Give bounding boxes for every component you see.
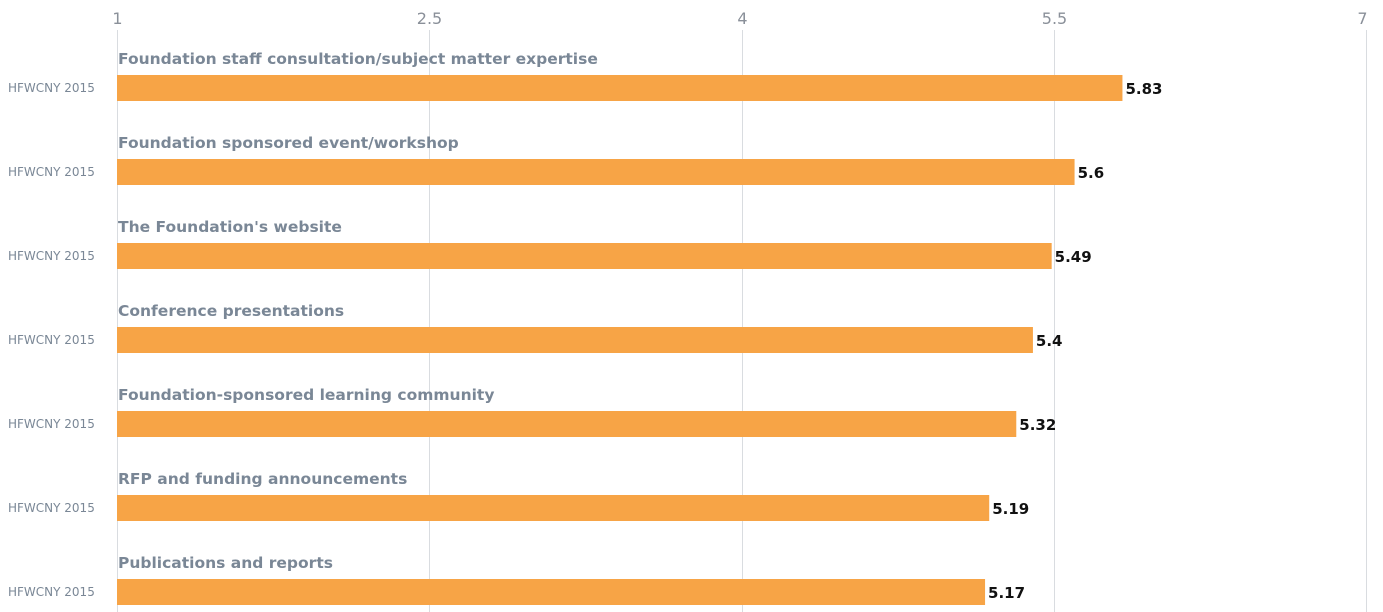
category-label: Foundation sponsored event/workshop — [118, 134, 459, 152]
x-tick-label: 1 — [112, 9, 122, 28]
bar-row: Foundation sponsored event/workshop HFWCN… — [8, 134, 1104, 185]
series-label: HFWCNY 2015 — [8, 585, 95, 599]
series-label: HFWCNY 2015 — [8, 165, 95, 179]
value-label: 5.83 — [1125, 80, 1162, 98]
bar-row: Foundation-sponsored learning community H… — [8, 386, 1056, 437]
x-tick-label: 4 — [737, 9, 747, 28]
category-label: The Foundation's website — [118, 218, 342, 236]
category-label: Conference presentations — [118, 302, 344, 320]
category-label: Publications and reports — [118, 554, 333, 572]
x-axis-ticks: 1 2.5 4 5.5 7 — [112, 9, 1367, 28]
value-label: 5.49 — [1055, 248, 1092, 266]
series-label: HFWCNY 2015 — [8, 333, 95, 347]
bar-row: Foundation staff consultation/subject ma… — [8, 50, 1162, 101]
bar — [117, 579, 986, 605]
bar-rows: Foundation staff consultation/subject ma… — [8, 50, 1162, 605]
series-label: HFWCNY 2015 — [8, 417, 95, 431]
bar — [117, 159, 1075, 185]
value-label: 5.19 — [992, 500, 1029, 518]
bar-row: RFP and funding announcements HFWCNY 2015… — [8, 470, 1029, 521]
category-label: Foundation staff consultation/subject ma… — [118, 50, 598, 68]
bar — [117, 495, 990, 521]
bar — [117, 75, 1123, 101]
x-tick-label: 7 — [1357, 9, 1367, 28]
bar — [117, 327, 1033, 353]
bar-row: Conference presentations HFWCNY 2015 5.4 — [8, 302, 1063, 353]
series-label: HFWCNY 2015 — [8, 249, 95, 263]
category-label: Foundation-sponsored learning community — [118, 386, 494, 404]
value-label: 5.32 — [1019, 416, 1056, 434]
series-label: HFWCNY 2015 — [8, 81, 95, 95]
bar — [117, 411, 1017, 437]
value-label: 5.6 — [1078, 164, 1105, 182]
category-label: RFP and funding announcements — [118, 470, 407, 488]
x-tick-label: 2.5 — [417, 9, 442, 28]
value-label: 5.17 — [988, 584, 1025, 602]
series-label: HFWCNY 2015 — [8, 501, 95, 515]
bar-row: Publications and reports HFWCNY 2015 5.17 — [8, 554, 1025, 605]
x-tick-label: 5.5 — [1042, 9, 1067, 28]
bar-row: The Foundation's website HFWCNY 2015 5.49 — [8, 218, 1092, 269]
grid-lines — [117, 30, 1367, 612]
value-label: 5.4 — [1036, 332, 1063, 350]
bar — [117, 243, 1052, 269]
